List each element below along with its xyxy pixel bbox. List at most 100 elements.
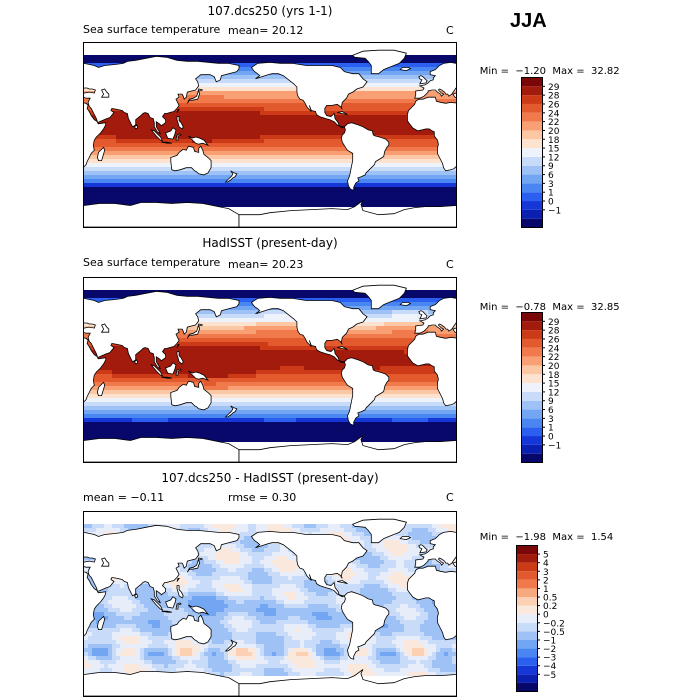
max-label: Max = [552,66,585,77]
landmass-eurasia-africa [84,55,240,168]
panel-variable-label: Sea surface temperature [83,23,221,36]
colorbar-tick-label: 12 [548,153,559,163]
min-value: −0.78 [515,302,547,313]
landmass-south-america [340,122,390,191]
colorbar-frame [521,77,543,228]
colorbar-tick-label: 0 [548,198,554,208]
landmass-new-guinea [188,135,210,147]
landmass-britain [418,310,428,320]
colorbar-swatch [521,201,543,210]
colorbar-swatch [521,365,543,375]
colorbar-swatch [521,418,543,428]
sst-map [83,42,457,228]
colorbar-tick-label: 9 [548,397,554,407]
landmass-japan [186,557,203,573]
colorbar-tick-label: 15 [548,145,559,155]
landmass-madagascar [96,615,106,630]
colorbar-tick-label: 28 [548,92,560,102]
landmass-britain [418,75,428,85]
max-value: 32.85 [591,302,620,313]
landmass-sulawesi [175,133,182,141]
landmass-philippines [176,351,184,365]
landmass-eurasia-africa [84,290,240,403]
landmass-taiwan [176,578,180,582]
colorbar-tick-label: 18 [548,371,560,381]
colorbar-swatch [516,605,538,615]
colorbar-swatch [521,165,543,175]
landmass-philippines [176,585,184,599]
colorbar-swatch [521,356,543,366]
colorbar-swatch [516,657,538,666]
colorbar-swatch [521,183,543,193]
colorbar: 29 28 26 24 22 20 18 15 12 9 6 3 1 0 −1 [521,77,601,229]
coastlines [84,49,456,227]
colorbar: 29 28 26 24 22 20 18 15 12 9 6 3 1 0 −1 [521,312,601,464]
colorbar-tick-label: 9 [548,162,554,172]
landmass-new-zealand [224,405,238,418]
colorbar-tick-label: 0.5 [543,594,557,604]
colorbar-tick-label: 15 [548,380,559,390]
colorbar-tick-label: 1 [548,189,554,199]
min-max-readout: Min = −1.98 Max = 1.54 [467,521,614,554]
colorbar-tick-label: 2 [543,576,549,586]
colorbar-swatch [516,614,538,623]
colorbar-swatch [521,391,543,401]
landmass-north-america [250,530,368,598]
panel-title: 107.dcs250 - HadISST (present-day) [161,471,379,485]
max-label: Max = [552,532,585,543]
landmass-antarctica [84,202,240,227]
colorbar-tick-label: 12 [548,388,559,398]
colorbar-swatch [516,631,538,640]
colorbar-tick-label: 6 [548,406,554,416]
colorbar-tick-label: 22 [548,118,559,128]
colorbar-swatch [521,192,543,202]
colorbar-swatch [521,400,543,410]
panel-unit-label: C [446,258,454,271]
landmass-eurasia-africa [407,530,456,641]
difference-map [83,511,457,697]
landmass-eurasia-africa [407,296,456,407]
landmass-arabia-caspian [100,323,110,333]
colorbar-swatch [521,427,543,437]
landmass-taiwan [176,109,180,113]
colorbar-swatch [521,112,543,122]
landmass-antarctica [84,437,240,462]
panel-title: 107.dcs250 (yrs 1-1) [207,4,333,18]
landmass-cuba [337,580,348,584]
landmass-cuba [337,346,348,350]
colorbar-swatch [521,139,543,149]
colorbar-tick-label: 22 [548,353,559,363]
colorbar-swatch [516,588,538,598]
landmass-sumatra [150,364,164,377]
colorbar-swatch [516,648,538,658]
colorbar-swatch [521,321,543,331]
landmass-borneo [165,596,177,609]
min-label: Min = [479,532,510,543]
colorbar-swatch [521,444,543,454]
landmass-iceland [399,67,412,72]
landmass-arabia-caspian [100,557,110,567]
panel-rmse-label: rmse = 0.30 [228,491,297,504]
landmass-japan [186,88,203,104]
colorbar-tick-label: 20 [548,362,560,372]
colorbar-swatch [521,409,543,419]
landmass-australia [170,380,212,411]
landmass-japan [186,323,203,339]
sst-map [83,277,457,463]
landmass-sumatra [150,598,164,611]
landmass-sulawesi [175,602,182,610]
colorbar-tick-label: −1 [548,441,561,451]
colorbar-swatch [521,218,543,228]
landmass-java [161,376,172,379]
colorbar-tick-label: 1 [543,585,549,595]
landmass-sri-lanka [134,359,139,365]
colorbar-tick-label: 24 [548,109,560,119]
landmass-madagascar [96,381,106,396]
colorbar-tick-label: −1 [543,636,556,646]
colorbar-swatch [516,554,538,563]
colorbar-tick-label: −2 [543,645,556,655]
colorbar-tick-label: 26 [548,335,560,345]
season-label: JJA [510,10,547,32]
landmass-antarctica [238,200,456,227]
colorbar-swatch [521,95,543,104]
